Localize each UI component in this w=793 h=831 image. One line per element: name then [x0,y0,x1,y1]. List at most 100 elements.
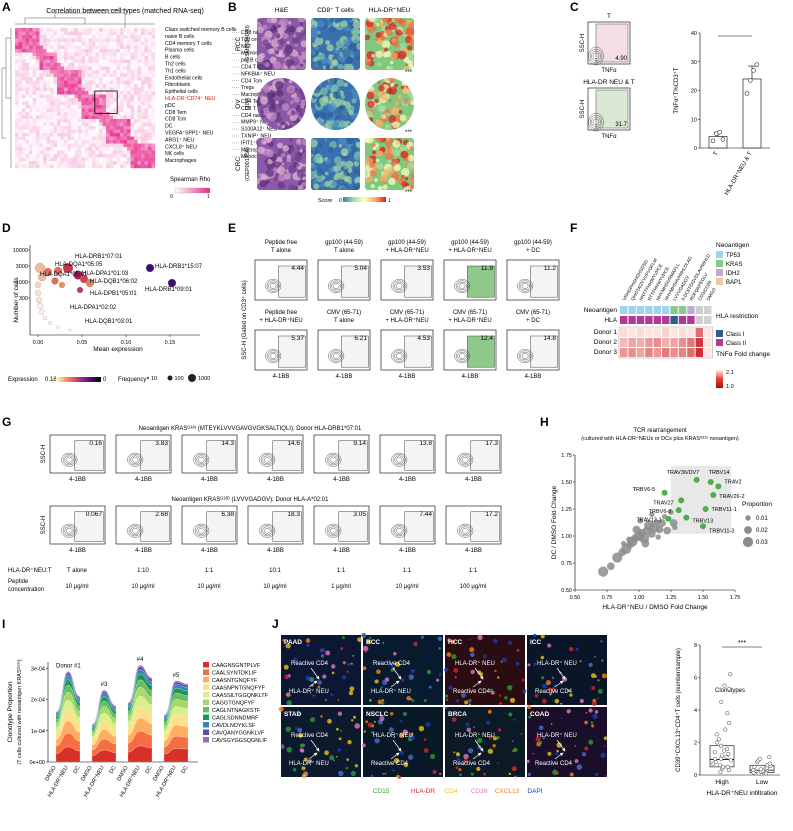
panel-a-heat-cell [134,28,138,32]
panel-a-heat-cell [15,161,19,165]
panel-b-tissue-spot [395,29,402,36]
panel-a-heat-cell [88,73,93,78]
panel-g-flow-contour [127,452,144,467]
panel-a-heat-cell [123,80,128,85]
panel-a-heat-cell [18,129,23,134]
panel-a-heat-cell [95,73,100,78]
panel-g-flow-contour [392,525,406,537]
panel-b-tissue-spot [311,53,315,59]
panel-j-if-cell [447,638,451,642]
panel-c-ylabel: TNFα⁺T%CD3⁺T [673,67,680,113]
panel-g-flow-value: 0.067 [86,511,103,518]
panel-a-heat-cell [123,150,128,155]
panel-a-heat-cell [18,98,23,102]
panel-a-heat-cell [92,154,96,158]
panel-a-heat-cell [148,56,152,60]
panel-b-tissue-spot [400,144,408,152]
panel-j-if-cell [470,669,475,675]
panel-b-tissue-spot [365,123,374,130]
panel-f-legend-neo-label: IDH2 [726,271,740,277]
panel-j-if-cell [437,636,443,642]
panel-a-heat-cell [67,45,72,50]
panel-b-tissue-spot [398,110,403,114]
panel-a-heat-cell [53,140,58,144]
panel-a-row-label-right: CD4 Tem [241,99,263,105]
panel-a-heat-cell [15,154,19,158]
panel-a-heat-cell [134,38,138,43]
panel-a-heat-cell [18,154,23,158]
panel-j-if-cell [382,772,384,775]
panel-a-heat-cell [99,119,103,123]
panel-a-heat-cell [130,28,135,32]
panel-a-heat-cell [144,136,149,141]
panel-a-heat-cell [106,91,110,95]
panel-f-legend-neo-title: Neoantigen [716,242,750,249]
panel-a-row-label: CD4 memory T cells [165,41,212,47]
panel-a-heat-cell [123,161,128,165]
panel-a-heat-cell [127,147,131,151]
panel-j-if-cell [542,737,546,740]
panel-a-heat-cell [25,115,30,120]
panel-a-heat-cell [67,70,72,74]
panel-a-heat-cell [43,112,47,116]
panel-a-heat-cell [130,52,135,57]
panel-a-heat-cell [39,52,44,57]
panel-a-heat-cell [29,147,33,151]
panel-j-if-cell [548,687,552,691]
panel-b-tissue-spot [355,55,360,60]
panel-b-tissue-spot [325,171,329,176]
panel-a-heat-cell [32,154,37,158]
panel-a-heat-cell [64,164,68,169]
panel-a-heat-cell [22,157,26,162]
panel-a-heat-cell [130,73,135,78]
panel-g-flow-contour [457,523,474,538]
panel-d-bubble [145,263,155,273]
panel-a-heat-cell [60,122,65,127]
panel-a-heat-cell [71,35,75,39]
panel-a-heat-cell [36,164,40,169]
panel-d-freq-label: Frequency [118,377,146,383]
panel-a-heat-cell [78,94,82,99]
panel-b-tissue-spot [377,101,381,106]
panel-a-heat-cell [127,161,131,165]
panel-b-tissue-spot [331,122,340,130]
panel-a-heat-cell [95,119,100,123]
panel-b-tissue-spot [296,163,300,167]
panel-a-heat-cell [71,115,75,120]
panel-b-tissue-spot [333,174,340,181]
panel-a-heat-cell [127,84,131,88]
panel-a-heat-cell [123,91,128,95]
panel-f-fc-bar [716,370,723,388]
panel-g-flow-contour [330,457,337,463]
panel-j-if-cell [303,757,308,762]
panel-a-heat-cell [95,133,100,137]
panel-a-heat-cell [74,31,79,36]
panel-b-tissue-spot [311,139,318,148]
panel-b-tissue-spot [350,28,358,36]
panel-b-tissue-spot [372,26,377,31]
panel-a-heat-cell [137,84,142,88]
panel-a-heat-cell [29,164,33,169]
panel-d-freq-value: 1000 [198,376,210,382]
panel-j-if-cell [350,770,356,776]
panel-g-flow-contour [264,528,271,534]
panel-a-heat-cell [32,126,37,130]
panel-a-heat-cell [32,101,37,106]
panel-g-flow-gate [338,511,368,542]
panel-f-donor-cell [620,328,628,337]
panel-b-tissue-spot [300,124,305,130]
panel-a-heat-cell [43,122,47,127]
panel-a-heat-cell [64,28,68,32]
panel-j-if-cell [342,636,345,640]
panel-a-heat-cell [39,164,44,169]
panel-b-tissue-spot [273,61,282,70]
panel-a-heat-cell [123,63,128,67]
panel-a-heat-cell [130,108,135,113]
panel-a-heat-cell [148,80,152,85]
panel-a-heat-cell [130,94,135,99]
panel-j-arrow [392,667,402,680]
panel-b-tissue-spot [353,151,360,161]
panel-a-heat-cell [64,143,68,148]
panel-a-row-label: naive B cells [165,34,195,40]
panel-a-heat-cell [130,119,135,123]
